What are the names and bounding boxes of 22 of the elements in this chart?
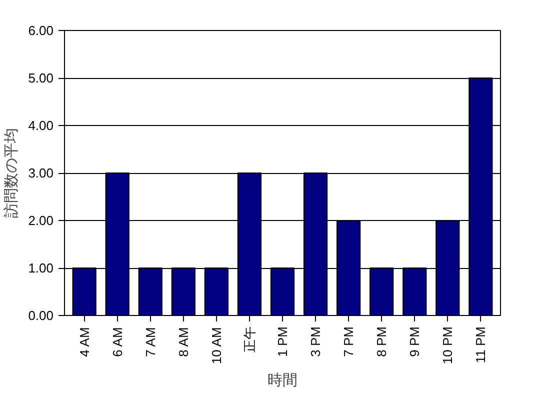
- x-tick-label: 8 AM: [176, 327, 191, 357]
- y-tick-label: 4.00: [28, 118, 54, 133]
- x-tick-label: 1 PM: [275, 326, 290, 357]
- x-tick-label: 10 AM: [208, 327, 224, 364]
- x-tick-label: 10 PM: [440, 326, 456, 364]
- y-tick-label: 0.00: [28, 308, 54, 323]
- y-tick-label: 6.00: [28, 23, 54, 38]
- y-tick-label: 3.00: [28, 166, 54, 180]
- x-tick-label: 7 AM: [142, 327, 158, 357]
- y-tick-label: 5.00: [28, 70, 54, 86]
- y-tick-label: 2.00: [28, 213, 54, 228]
- x-tick-label: 9 PM: [407, 326, 422, 357]
- y-axis-title: 訪問数の平均: [3, 128, 20, 218]
- x-tick-label: 11 PM: [473, 326, 488, 364]
- x-tick-label: 4 AM: [76, 327, 92, 357]
- x-tick-label: 7 PM: [341, 326, 356, 357]
- x-tick-label: 8 PM: [374, 326, 390, 357]
- y-tick-label: 1.00: [28, 260, 54, 276]
- x-tick-label: 3 PM: [308, 326, 324, 357]
- x-axis-title: 時間: [268, 372, 298, 390]
- x-tick-label: 6 AM: [110, 327, 125, 357]
- x-tick-label: 正午: [242, 326, 257, 352]
